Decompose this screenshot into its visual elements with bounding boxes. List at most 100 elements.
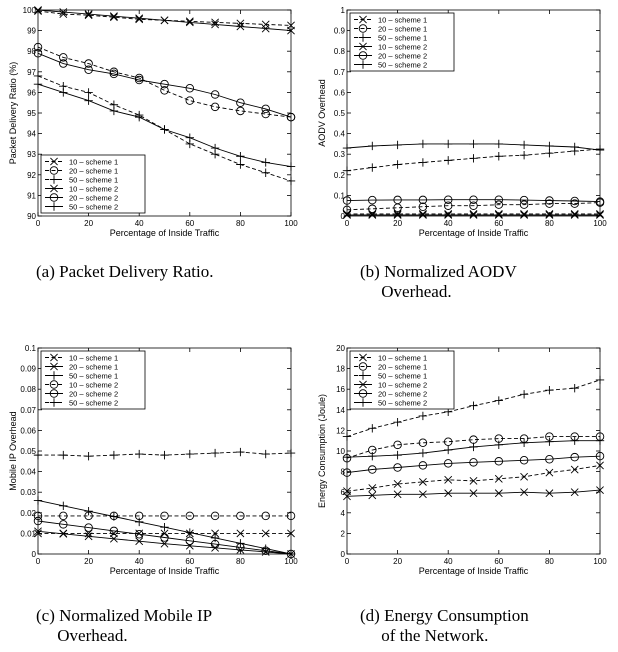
panel-b-data-point: [443, 201, 453, 210]
panel-c-legend-marker: [49, 371, 59, 380]
panel-c-data-point: [134, 529, 144, 539]
panel-b-data-point: [418, 202, 428, 211]
panel-c-legend-label: 20 – scheme 2: [69, 390, 118, 399]
panel-b-data-point: [444, 139, 453, 149]
panel-b-data-point: [342, 143, 352, 153]
panel-d-y-tick-label: 4: [341, 509, 346, 518]
panel-a-data-point: [236, 19, 245, 28]
panel-c-legend-box: [40, 350, 146, 410]
panel-b-data-point: [418, 158, 428, 167]
panel-a-data-point: [286, 112, 296, 122]
panel-b-y-tick-label: 1: [341, 6, 346, 15]
panel-a-data-point: [59, 59, 68, 68]
panel-d-data-point: [393, 440, 402, 450]
panel-a-data-point: [33, 42, 43, 52]
panel-a-data-point: [210, 90, 220, 99]
caption-panel-c: (c) Normalized Mobile IP Overhead.: [36, 606, 213, 645]
panel-b-data-point: [469, 211, 478, 219]
panel-a-y-tick-label: 92: [27, 171, 36, 180]
panel-d-data-point: [494, 457, 504, 466]
panel-d-series-2: [342, 432, 605, 463]
panel-d-data-point: [418, 448, 428, 458]
panel-c-data-point: [109, 450, 119, 460]
panel-b-data-point: [393, 211, 402, 219]
panel-d-data-point: [494, 489, 503, 498]
panel-a-x-tick-label: 20: [84, 219, 93, 228]
panel-a-data-point: [160, 86, 169, 95]
panel-d-data-point: [596, 486, 604, 495]
panel-a-data-point: [135, 15, 144, 24]
panel-a-data-point: [109, 67, 119, 77]
panel-a-y-axis-label: Packet Delivery Ratio (%): [8, 62, 18, 165]
panel-d-series-6: [342, 436, 605, 462]
panel-a-data-point: [33, 49, 43, 58]
panel-a-legend-marker: [50, 184, 58, 193]
panel-d-y-tick-label: 10: [336, 447, 345, 456]
panel-a-x-tick-label: 0: [36, 219, 41, 228]
panel-c-data-point: [84, 506, 93, 516]
panel-d-legend-marker: [359, 353, 367, 362]
panel-d-data-point: [418, 477, 427, 486]
panel-c-data-point: [286, 511, 296, 521]
panel-b-y-axis-label: AODV Overhead: [317, 79, 327, 147]
panel-a-legend-label: 10 – scheme 1: [69, 158, 118, 167]
panel-b-data-point: [418, 139, 428, 149]
chart-panel-c: 0 20 40 60 80 100 0 0.01 0.02 0.03 0.04 0.05 0.06 0.0…: [8, 344, 298, 576]
panel-b-legend-label: 20 – scheme 2: [378, 52, 427, 61]
panel-b-data-point: [595, 197, 605, 206]
panel-b-data-point: [368, 211, 377, 219]
panel-c-data-point: [34, 529, 42, 538]
panel-c-data-point: [210, 448, 220, 458]
panel-a-y-tick-label: 98: [27, 47, 36, 56]
panel-b-series-5: [342, 195, 605, 206]
panel-d-data-point: [595, 436, 605, 445]
panel-a-data-point: [286, 176, 296, 186]
panel-b-x-axis-label: Percentage of Inside Traffic: [419, 228, 529, 238]
panel-a-data-point: [84, 88, 93, 97]
panel-b-y-tick-label: 0.6: [334, 88, 346, 97]
panel-d-data-point: [520, 488, 529, 497]
panel-b-data-point: [469, 195, 478, 204]
panel-b-data-point: [519, 195, 529, 205]
panel-a-data-point: [109, 69, 119, 79]
panel-a-data-point: [287, 26, 295, 35]
panel-b-data-point: [545, 199, 554, 208]
panel-c-data-point: [261, 449, 270, 459]
panel-a-data-point: [109, 12, 118, 21]
panel-b-data-point: [570, 210, 579, 218]
panel-d-data-point: [595, 375, 605, 385]
panel-c-data-point: [134, 511, 144, 521]
panel-c-data-point: [59, 511, 68, 521]
panel-a-series-4: [34, 6, 295, 35]
panel-d-y-tick-label: 16: [336, 385, 345, 394]
panel-b-series-line: [346, 202, 601, 211]
panel-c-y-tick-label: 0: [32, 550, 37, 559]
panel-c-data-point: [210, 533, 220, 543]
panel-d-data-point: [443, 437, 453, 446]
panel-a-y-tick-label: 93: [27, 150, 36, 159]
panel-a-data-point: [160, 125, 169, 134]
panel-b-data-point: [469, 210, 478, 218]
panel-c-x-tick-label: 60: [185, 557, 194, 566]
panel-c-legend-marker: [50, 353, 58, 362]
panel-a-legend-marker: [49, 175, 59, 184]
panel-a-data-point: [33, 71, 43, 81]
panel-c-x-tick-label: 100: [284, 557, 298, 566]
panel-a-x-tick-label: 100: [284, 219, 298, 228]
panel-d-data-point: [596, 461, 604, 470]
panel-d-legend-label: 20 – scheme 1: [378, 363, 427, 372]
panel-d-data-point: [393, 417, 402, 427]
panel-a-data-point: [185, 17, 194, 26]
panel-b-data-point: [545, 141, 554, 151]
panel-b-data-point: [545, 210, 554, 218]
panel-a-data-point: [84, 10, 93, 19]
panel-a-data-point: [185, 84, 195, 93]
panel-b-data-point: [418, 211, 427, 219]
chart-panel-d: 0 20 40 60 80 10002468101214161820Percentage …: [317, 344, 607, 576]
panel-a-legend-label: 20 – scheme 1: [69, 167, 118, 176]
panel-b-y-tick-label: 0.5: [334, 109, 346, 118]
panel-c-y-tick-label: 0.01: [20, 529, 36, 538]
panel-c-y-tick-label: 0.06: [20, 426, 36, 435]
panel-d-y-tick-label: 0: [341, 550, 346, 559]
panel-c-data-point: [33, 516, 43, 526]
